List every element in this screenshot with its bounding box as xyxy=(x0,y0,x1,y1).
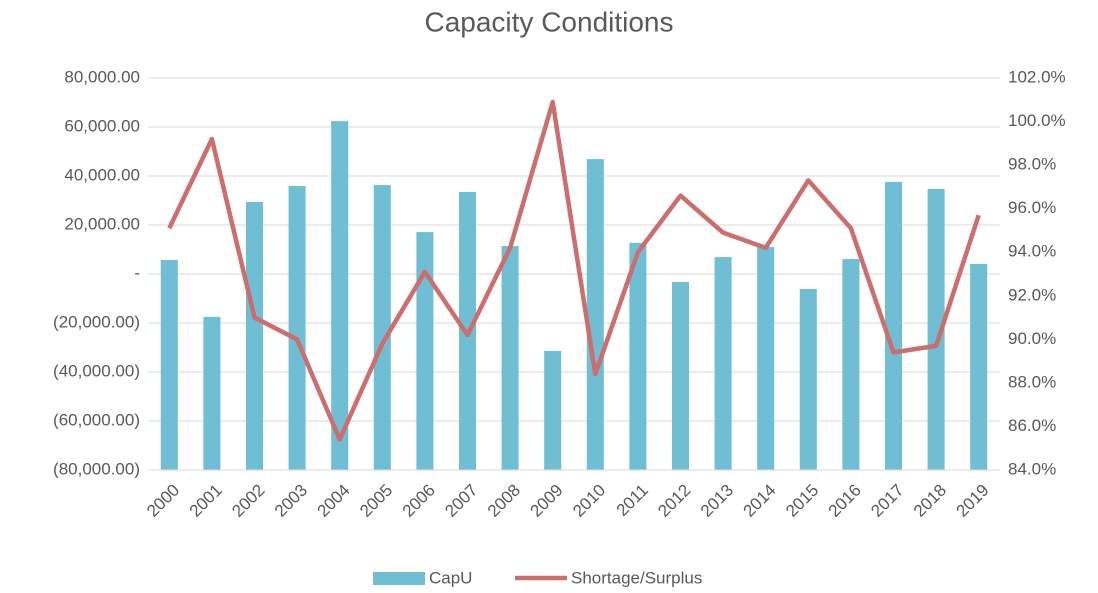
y-tick-label: (20,000.00) xyxy=(53,312,140,331)
y2-tick-label: 96.0% xyxy=(1008,198,1056,217)
x-tick-label: 2011 xyxy=(613,481,652,520)
x-tick-label: 2000 xyxy=(143,481,183,521)
bar xyxy=(757,247,775,470)
x-tick-label: 2007 xyxy=(441,481,481,521)
bar xyxy=(884,181,903,470)
y-tick-label: 60,000.00 xyxy=(64,116,140,135)
y2-tick-label: 94.0% xyxy=(1008,242,1056,261)
y2-tick-label: 90.0% xyxy=(1008,329,1056,348)
y-tick-label: 80,000.00 xyxy=(64,67,140,86)
bar xyxy=(373,185,391,470)
x-tick-label: 2019 xyxy=(953,481,993,521)
chart-title: Capacity Conditions xyxy=(424,6,673,37)
bar xyxy=(842,259,860,470)
bar xyxy=(799,288,817,470)
x-tick-label: 2018 xyxy=(910,481,950,521)
bar xyxy=(288,186,306,471)
legend-label: CapU xyxy=(429,568,472,587)
x-tick-label: 2015 xyxy=(782,481,822,521)
bar xyxy=(629,242,647,470)
bar xyxy=(970,263,988,470)
y2-tick-label: 88.0% xyxy=(1008,372,1056,391)
line xyxy=(167,99,981,442)
bar xyxy=(160,260,178,470)
x-tick-label: 2009 xyxy=(527,481,567,521)
x-tick-label: 2005 xyxy=(356,481,396,521)
y-tick-label: (60,000.00) xyxy=(53,410,140,429)
bar xyxy=(331,121,349,471)
bar xyxy=(927,188,945,471)
x-tick-label: 2013 xyxy=(697,481,737,521)
bar xyxy=(586,159,604,470)
legend-swatch xyxy=(373,572,425,585)
y2-tick-label: 86.0% xyxy=(1008,416,1056,435)
legend-label: Shortage/Surplus xyxy=(571,568,702,587)
y-tick-label: 20,000.00 xyxy=(64,214,140,233)
bar xyxy=(671,282,690,470)
x-tick-label: 2002 xyxy=(228,481,268,521)
y-tick-label: - xyxy=(134,263,140,282)
x-tick-label: 2012 xyxy=(654,481,694,521)
y-tick-label: (40,000.00) xyxy=(53,361,140,380)
x-tick-label: 2010 xyxy=(569,481,609,521)
bar xyxy=(501,246,519,470)
x-tick-label: 2016 xyxy=(825,481,865,521)
y2-tick-label: 100.0% xyxy=(1008,111,1066,130)
y2-tick-label: 98.0% xyxy=(1008,155,1056,174)
bar xyxy=(714,257,732,470)
y-tick-label: (80,000.00) xyxy=(53,459,140,478)
x-tick-label: 2006 xyxy=(399,481,439,521)
bar xyxy=(416,232,434,470)
y-tick-label: 40,000.00 xyxy=(64,165,140,184)
x-tick-label: 2004 xyxy=(314,481,354,521)
bar xyxy=(203,316,221,470)
x-tick-label: 2014 xyxy=(740,481,780,521)
x-tick-label: 2003 xyxy=(271,481,311,521)
bar xyxy=(245,201,264,470)
x-tick-label: 2001 xyxy=(186,481,226,521)
y2-tick-label: 92.0% xyxy=(1008,285,1056,304)
y2-tick-label: 102.0% xyxy=(1008,67,1066,86)
bar xyxy=(544,350,562,470)
y2-tick-label: 84.0% xyxy=(1008,459,1056,478)
x-tick-label: 2008 xyxy=(484,481,524,521)
x-tick-label: 2017 xyxy=(867,481,907,521)
